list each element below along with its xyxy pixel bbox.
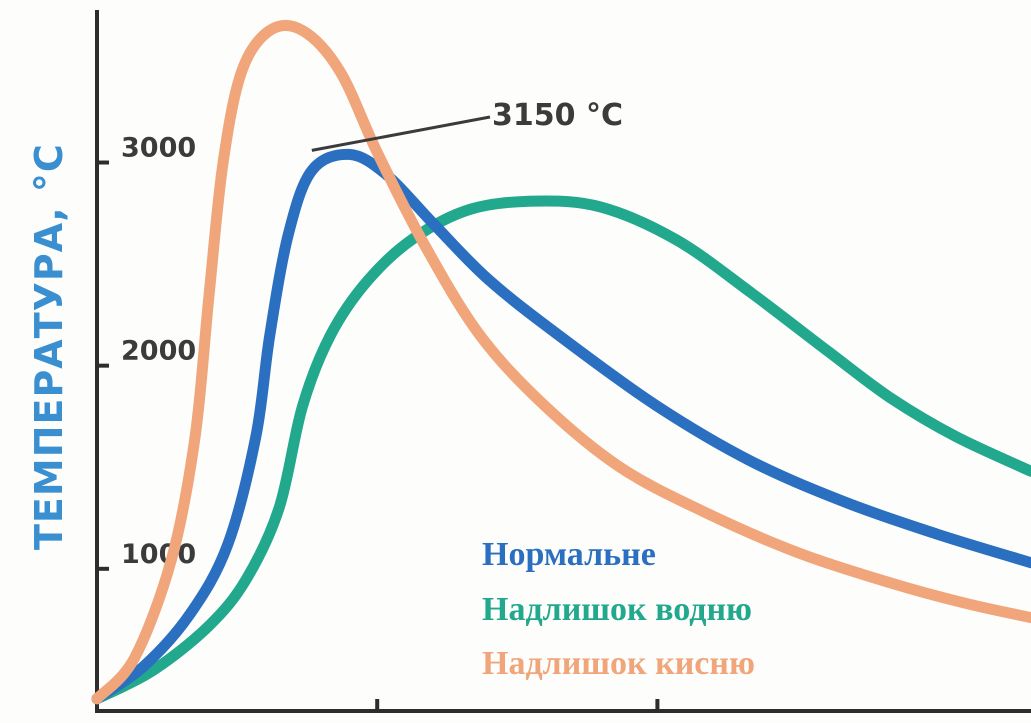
y-ticks: 1000 2000 3000 [97,133,196,571]
series-lines [91,19,1031,705]
x-ticks [375,699,660,711]
series-line-normal [91,148,1031,705]
series-line-hydrogen-excess [91,195,1031,705]
series-line-oxygen-excess [91,19,1031,705]
peak-annotation: 3150 °С [311,98,623,152]
y-tick-label: 3000 [121,133,196,164]
annotation-leader-line [311,115,491,152]
y-axis-label: ТЕМПЕРАТУРА, °С [27,143,71,550]
legend: Нормальне Надлишок водню Надлишок кисню [482,536,755,682]
axes [95,10,1031,713]
legend-item-normal: Нормальне [482,536,656,573]
legend-item-oxygen-excess: Надлишок кисню [482,645,755,682]
annotation-label: 3150 °С [492,98,623,133]
y-tick-label: 2000 [121,336,196,367]
legend-item-hydrogen-excess: Надлишок водню [482,591,752,628]
y-tick-label: 1000 [121,539,196,570]
